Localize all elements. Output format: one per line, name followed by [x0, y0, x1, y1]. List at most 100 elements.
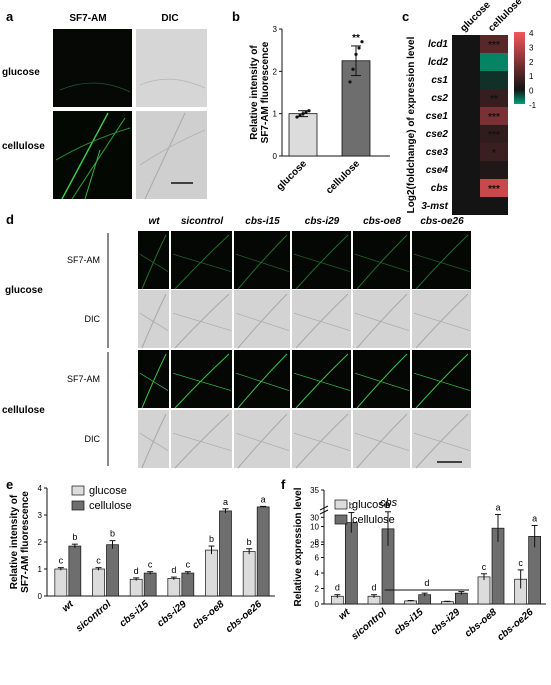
panel-e-chart: 0 1 2 3 4 Relative intensity ofSF7-AM fluores… — [9, 484, 275, 635]
f-letter: d — [371, 583, 376, 593]
d-image-dic — [353, 290, 410, 348]
d-image-dic — [171, 290, 232, 348]
e-letter: d — [134, 566, 139, 576]
d-col-header: sicontrol — [181, 216, 223, 227]
f-xtick: cbs-i29 — [429, 607, 463, 638]
image-a-glucose-dic — [136, 29, 207, 107]
d-hypha — [413, 312, 471, 331]
e-letter: c — [59, 556, 64, 566]
f-xtick: cbs-i15 — [392, 607, 426, 638]
e-letter: a — [223, 497, 228, 507]
d-hypha — [413, 432, 471, 451]
c-colorbar-tick: 0 — [529, 87, 534, 96]
c-cell — [480, 89, 508, 107]
e-xtick: cbs-i29 — [155, 599, 189, 630]
c-star: *** — [488, 40, 500, 51]
b-ylabel: Relative intensity ofSF7-AM fluorescence — [249, 41, 271, 143]
c-colorbar — [514, 32, 525, 104]
b-ytick-label: 3 — [273, 25, 278, 34]
c-star: *** — [488, 112, 500, 123]
b-point — [354, 52, 358, 57]
c-cell — [452, 125, 480, 143]
c-cell — [452, 53, 480, 71]
d-hypha — [174, 353, 230, 409]
d-hypha — [172, 312, 232, 331]
d-hypha — [354, 372, 410, 391]
c-row-cse3: cse3 — [426, 147, 449, 158]
f-letter: c — [482, 562, 487, 572]
d-hypha — [141, 353, 167, 409]
c-row-cs2: cs2 — [431, 93, 448, 104]
c-colorbar-tick: 2 — [529, 58, 534, 67]
d-hypha — [139, 432, 169, 451]
e-letter: b — [209, 534, 214, 544]
f-ytick-label: 4 — [315, 569, 320, 578]
d-image-dic — [292, 410, 351, 468]
d-hypha — [235, 372, 290, 391]
d-image-sf7 — [353, 350, 410, 408]
b-point — [348, 80, 352, 84]
panel-a-images — [53, 29, 207, 200]
b-point — [295, 115, 299, 119]
panel-a-header-dic: DIC — [161, 13, 178, 24]
b-point — [351, 67, 355, 71]
c-cell — [480, 197, 508, 215]
f-axis-break — [319, 505, 329, 511]
e-xtick: cbs-oe26 — [224, 599, 265, 636]
e-letter: b — [110, 529, 115, 539]
d-hypha — [295, 234, 349, 290]
b-point — [304, 110, 308, 114]
d-hypha — [354, 253, 410, 272]
e-legend-swatch — [71, 500, 85, 511]
d-group-glucose: glucose — [5, 285, 43, 296]
panel-a-row-cellulose: cellulose — [2, 141, 45, 152]
d-image-sf7 — [234, 231, 290, 289]
d-image-sf7 — [171, 231, 232, 289]
e-bar — [242, 551, 256, 597]
f-ytick-label: 35 — [310, 486, 319, 495]
e-letter: a — [261, 494, 266, 504]
f-xtick: sicontrol — [350, 607, 390, 643]
e-ytick-label: 0 — [38, 592, 43, 601]
c-cell — [480, 125, 508, 143]
c-star: *** — [488, 130, 500, 141]
d-row-label: SF7-AM — [67, 374, 100, 384]
panel-label-c: c — [402, 9, 409, 24]
d-hypha — [172, 432, 232, 451]
d-image-dic — [171, 410, 232, 468]
f-bar — [454, 592, 468, 605]
d-row-label: SF7-AM — [67, 255, 100, 265]
d-hypha — [172, 372, 232, 391]
e-ytick-label: 2 — [38, 538, 43, 547]
c-colorbar-tick: 3 — [529, 43, 534, 52]
e-xtick: cbs-i15 — [118, 599, 152, 630]
d-hypha — [139, 253, 169, 272]
d-hypha — [293, 372, 351, 391]
f-legend-swatch — [334, 499, 348, 510]
f-ytick-label: 0 — [315, 600, 320, 609]
d-hypha — [235, 312, 290, 331]
d-image-sf7 — [412, 350, 471, 408]
d-hypha — [235, 432, 290, 451]
d-hypha — [237, 413, 288, 469]
d-image-dic — [138, 410, 169, 468]
d-image-sf7 — [353, 231, 410, 289]
d-col-header: wt — [148, 216, 160, 227]
f-xtick: wt — [337, 606, 353, 622]
e-ytick-label: 4 — [38, 484, 43, 493]
c-row-cse1: cse1 — [426, 111, 449, 122]
b-point — [301, 112, 305, 116]
c-star: *** — [488, 184, 500, 195]
e-bar — [219, 510, 232, 597]
panel-label-d: d — [6, 212, 14, 227]
d-hypha — [235, 253, 290, 272]
e-bar — [181, 572, 195, 597]
panel-label-a: a — [6, 9, 14, 24]
e-bar — [167, 578, 181, 597]
d-image-sf7 — [234, 350, 290, 408]
d-hypha — [295, 413, 349, 469]
image-a-cellulose-dic — [136, 111, 207, 199]
f-ytick-label: 25 — [310, 541, 319, 550]
f-legend-swatch — [334, 514, 348, 525]
f-ytick-label: 8 — [315, 538, 320, 547]
